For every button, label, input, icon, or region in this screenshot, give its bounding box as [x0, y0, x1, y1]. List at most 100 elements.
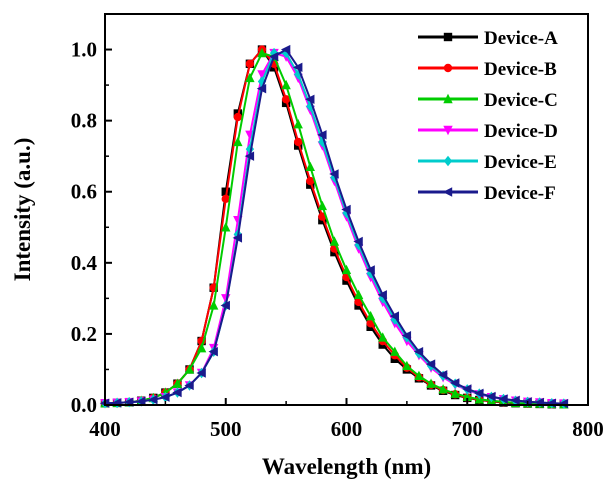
y-axis-title: Intensity (a.u.): [10, 138, 35, 282]
data-point: [245, 72, 255, 83]
data-point: [244, 151, 255, 161]
data-point: [280, 44, 291, 55]
data-point: [353, 236, 363, 247]
data-point: [233, 112, 243, 122]
data-point: [281, 95, 291, 104]
legend-marker: [443, 32, 453, 42]
data-point: [474, 388, 484, 398]
legend-item: Device-C: [418, 90, 558, 111]
y-tick-label: 0.4: [71, 251, 98, 275]
data-point: [294, 137, 303, 147]
data-point: [245, 59, 255, 68]
data-point: [414, 370, 424, 381]
legend-label: Device-C: [484, 90, 558, 111]
legend-item: Device-A: [418, 28, 558, 49]
series-device-f: [99, 44, 569, 409]
data-point: [498, 394, 508, 404]
data-point: [317, 130, 327, 140]
legend-item: Device-B: [418, 59, 557, 80]
data-point: [413, 346, 424, 357]
data-point: [293, 118, 303, 129]
data-point: [437, 370, 448, 380]
y-tick-label: 1.0: [71, 38, 97, 62]
data-point: [221, 187, 230, 196]
legend-marker: [443, 125, 453, 136]
x-tick-label: 700: [452, 417, 484, 441]
x-tick-label: 600: [331, 417, 363, 441]
legend-item: Device-E: [418, 152, 557, 173]
legend-label: Device-E: [484, 152, 557, 173]
data-point: [486, 391, 496, 402]
legend-label: Device-D: [484, 121, 558, 142]
data-point: [233, 136, 243, 147]
data-point: [449, 378, 460, 388]
y-tick-label: 0.0: [71, 393, 97, 417]
data-point: [220, 300, 230, 311]
data-point: [341, 264, 352, 275]
data-point: [256, 83, 267, 94]
data-point: [462, 391, 472, 402]
data-point: [510, 395, 520, 406]
data-point: [450, 388, 460, 398]
legend-marker: [443, 93, 453, 104]
legend-item: Device-F: [418, 183, 556, 204]
data-point: [232, 233, 243, 243]
data-point: [268, 51, 279, 62]
data-point: [305, 161, 315, 172]
data-point: [438, 384, 448, 394]
data-point: [196, 368, 206, 378]
data-point: [378, 332, 388, 342]
legend-item: Device-D: [418, 121, 558, 142]
data-point: [172, 387, 182, 398]
legend-label: Device-A: [484, 28, 558, 49]
data-point: [184, 380, 194, 391]
data-point: [390, 346, 400, 356]
data-point: [365, 265, 375, 275]
data-point: [136, 396, 146, 407]
data-point: [305, 94, 315, 105]
data-point: [208, 300, 219, 310]
data-point: [184, 364, 195, 374]
data-point: [353, 289, 364, 300]
data-point: [281, 79, 291, 90]
data-point: [221, 194, 230, 204]
data-point: [329, 236, 340, 246]
data-point: [172, 378, 183, 388]
data-point: [306, 176, 315, 186]
data-point: [401, 330, 412, 341]
legend-label: Device-B: [484, 59, 557, 80]
data-point: [293, 62, 303, 73]
legend-marker: [442, 187, 453, 197]
data-point: [160, 392, 170, 402]
x-axis-title: Wavelength (nm): [262, 454, 431, 479]
data-point: [425, 359, 436, 369]
legend-label: Device-F: [484, 183, 556, 204]
y-tick-label: 0.8: [71, 109, 97, 133]
data-point: [221, 222, 231, 232]
ticks-layer: 400 500 600 700 800 0.0 0.2 0.4 0.6 0.8 1.0: [71, 38, 604, 441]
legend: Device-A Device-B Device-C Device-D Device-E…: [418, 28, 558, 204]
data-point: [257, 70, 267, 80]
data-point: [402, 360, 412, 371]
x-tick-label: 500: [210, 417, 242, 441]
legend-marker: [443, 155, 453, 167]
data-point: [389, 311, 399, 321]
data-point: [462, 384, 472, 394]
x-tick-label: 800: [572, 417, 604, 441]
series-layer: [99, 44, 569, 409]
data-point: [317, 200, 328, 211]
data-point: [426, 378, 436, 388]
data-point: [148, 394, 158, 405]
y-tick-label: 0.2: [71, 322, 97, 346]
data-point: [377, 290, 387, 300]
data-point: [208, 346, 218, 357]
data-point: [245, 143, 255, 155]
y-tick-label: 0.6: [71, 180, 97, 204]
data-point: [196, 342, 207, 353]
data-point: [365, 310, 376, 321]
x-tick-label: 400: [89, 417, 121, 441]
legend-marker: [443, 63, 453, 73]
data-point: [257, 47, 267, 58]
data-point: [341, 204, 351, 215]
